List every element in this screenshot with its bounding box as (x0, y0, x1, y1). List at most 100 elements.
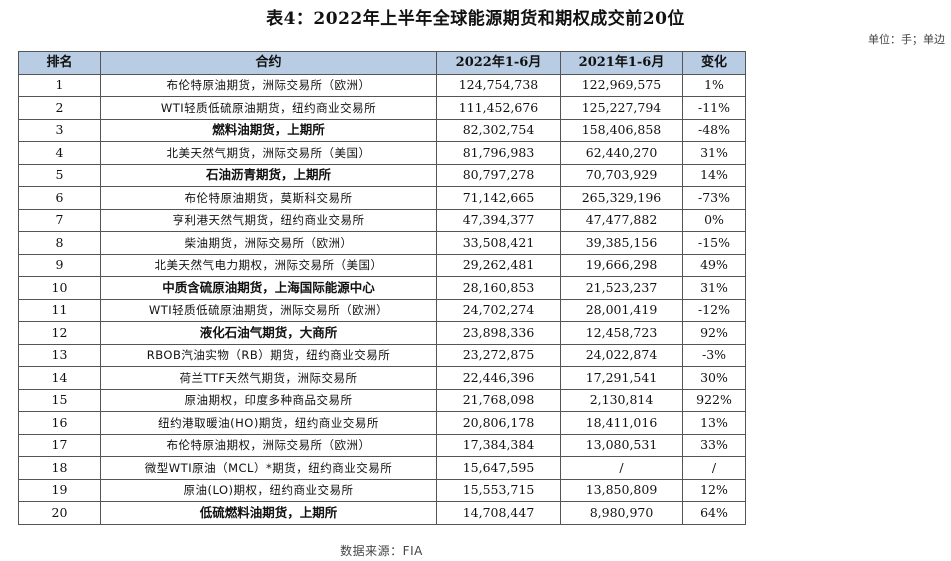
table-row: 20 低硫燃料油期货，上期所 14,708,447 8,980,970 64% (18, 501, 746, 525)
rank-cell: 10 (18, 276, 101, 300)
table-title: 表4：2022年上半年全球能源期货和期权成交前20位 (266, 9, 685, 29)
volume-2022-cell: 111,452,676 (436, 96, 561, 120)
table-row: 8 柴油期货，洲际交易所（欧洲） 33,508,421 39,385,156 -15% (18, 231, 746, 255)
rank-cell: 12 (18, 321, 101, 345)
unit-note: 单位：手；单边 (868, 33, 945, 46)
volume-2021-cell: 62,440,270 (560, 141, 683, 165)
table-row: 17 布伦特原油期权，洲际交易所（欧洲） 17,384,384 13,080,531 3… (18, 433, 746, 457)
table-row: 14 荷兰TTF天然气期货，洲际交易所 22,446,396 17,291,541 30… (18, 366, 746, 390)
source-note: 数据来源：FIA (340, 544, 423, 558)
table-row: 15 原油期权，印度多种商品交易所 21,768,098 2,130,814 922% (18, 388, 746, 412)
change-cell: 33% (682, 433, 746, 457)
change-cell: 13% (682, 411, 746, 435)
contract-cell: 北美天然气电力期权，洲际交易所（美国） (100, 253, 437, 277)
volume-2021-cell: 125,227,794 (560, 96, 683, 120)
rank-cell: 9 (18, 253, 101, 277)
table-row: 16 纽约港取暖油(HO)期货，纽约商业交易所 20,806,178 18,411,0… (18, 411, 746, 435)
table-row: 10 中质含硫原油期货，上海国际能源中心 28,160,853 21,523,237 3… (18, 276, 746, 300)
volume-2022-cell: 23,898,336 (436, 321, 561, 345)
contract-cell: 布伦特原油期货，莫斯科交易所 (100, 186, 437, 210)
rank-cell: 17 (18, 433, 101, 457)
volume-2022-cell: 22,446,396 (436, 366, 561, 390)
table-row: 3 燃料油期货，上期所 82,302,754 158,406,858 -48% (18, 118, 746, 142)
volume-2022-cell: 20,806,178 (436, 411, 561, 435)
rank-cell: 20 (18, 501, 101, 525)
change-cell: 30% (682, 366, 746, 390)
volume-2021-cell: 12,458,723 (560, 321, 683, 345)
contract-cell: 液化石油气期货，大商所 (100, 321, 437, 345)
change-cell: 49% (682, 253, 746, 277)
change-cell: / (682, 456, 746, 480)
change-cell: -3% (682, 343, 746, 367)
rank-cell: 6 (18, 186, 101, 210)
header-2021: 2021年1-6月 (560, 51, 683, 75)
rank-cell: 19 (18, 478, 101, 502)
change-cell: -11% (682, 96, 746, 120)
volume-2021-cell: 13,850,809 (560, 478, 683, 502)
rank-cell: 1 (18, 73, 101, 97)
header-rank: 排名 (18, 51, 101, 75)
contract-cell: 北美天然气期货，洲际交易所（美国） (100, 141, 437, 165)
rank-cell: 4 (18, 141, 101, 165)
change-cell: 14% (682, 163, 746, 187)
energy-futures-table: 排名 合约 2022年1-6月 2021年1-6月 变化 1 布伦特原油期货，洲际… (18, 51, 746, 525)
volume-2022-cell: 124,754,738 (436, 73, 561, 97)
volume-2022-cell: 33,508,421 (436, 231, 561, 255)
change-cell: -73% (682, 186, 746, 210)
volume-2021-cell: 21,523,237 (560, 276, 683, 300)
table-row: 4 北美天然气期货，洲际交易所（美国） 81,796,983 62,440,270 31… (18, 141, 746, 165)
table-row: 13 RBOB汽油实物（RB）期货，纽约商业交易所 23,272,875 24,022… (18, 343, 746, 367)
table-row: 5 石油沥青期货，上期所 80,797,278 70,703,929 14% (18, 163, 746, 187)
contract-cell: 石油沥青期货，上期所 (100, 163, 437, 187)
contract-cell: 亨利港天然气期货，纽约商业交易所 (100, 208, 437, 232)
volume-2021-cell: 2,130,814 (560, 388, 683, 412)
volume-2021-cell: 70,703,929 (560, 163, 683, 187)
rank-cell: 2 (18, 96, 101, 120)
table-row: 9 北美天然气电力期权，洲际交易所（美国） 29,262,481 19,666,298… (18, 253, 746, 277)
contract-cell: 柴油期货，洲际交易所（欧洲） (100, 231, 437, 255)
contract-cell: 荷兰TTF天然气期货，洲际交易所 (100, 366, 437, 390)
volume-2022-cell: 28,160,853 (436, 276, 561, 300)
volume-2022-cell: 14,708,447 (436, 501, 561, 525)
contract-cell: 中质含硫原油期货，上海国际能源中心 (100, 276, 437, 300)
change-cell: 12% (682, 478, 746, 502)
volume-2022-cell: 15,647,595 (436, 456, 561, 480)
contract-cell: 布伦特原油期权，洲际交易所（欧洲） (100, 433, 437, 457)
table-row: 6 布伦特原油期货，莫斯科交易所 71,142,665 265,329,196 -73% (18, 186, 746, 210)
contract-cell: WTI轻质低硫原油期货，纽约商业交易所 (100, 96, 437, 120)
volume-2021-cell: 28,001,419 (560, 298, 683, 322)
volume-2022-cell: 17,384,384 (436, 433, 561, 457)
volume-2021-cell: 47,477,882 (560, 208, 683, 232)
rank-cell: 3 (18, 118, 101, 142)
change-cell: 64% (682, 501, 746, 525)
table-row: 1 布伦特原油期货，洲际交易所（欧洲） 124,754,738 122,969,575… (18, 73, 746, 97)
volume-2022-cell: 23,272,875 (436, 343, 561, 367)
header-change: 变化 (682, 51, 746, 75)
volume-2022-cell: 80,797,278 (436, 163, 561, 187)
table-row: 11 WTI轻质低硫原油期货，洲际交易所（欧洲） 24,702,274 28,001,… (18, 298, 746, 322)
change-cell: 92% (682, 321, 746, 345)
change-cell: 0% (682, 208, 746, 232)
volume-2022-cell: 71,142,665 (436, 186, 561, 210)
rank-cell: 14 (18, 366, 101, 390)
volume-2021-cell: 158,406,858 (560, 118, 683, 142)
rank-cell: 11 (18, 298, 101, 322)
change-cell: -48% (682, 118, 746, 142)
contract-cell: 低硫燃料油期货，上期所 (100, 501, 437, 525)
volume-2021-cell: 13,080,531 (560, 433, 683, 457)
table-row: 7 亨利港天然气期货，纽约商业交易所 47,394,377 47,477,882 0% (18, 208, 746, 232)
change-cell: 31% (682, 141, 746, 165)
contract-cell: 原油期权，印度多种商品交易所 (100, 388, 437, 412)
contract-cell: 原油(LO)期权，纽约商业交易所 (100, 478, 437, 502)
volume-2022-cell: 21,768,098 (436, 388, 561, 412)
volume-2021-cell: 39,385,156 (560, 231, 683, 255)
volume-2022-cell: 15,553,715 (436, 478, 561, 502)
rank-cell: 18 (18, 456, 101, 480)
table-row: 19 原油(LO)期权，纽约商业交易所 15,553,715 13,850,809 12… (18, 478, 746, 502)
volume-2022-cell: 29,262,481 (436, 253, 561, 277)
contract-cell: WTI轻质低硫原油期货，洲际交易所（欧洲） (100, 298, 437, 322)
volume-2021-cell: 265,329,196 (560, 186, 683, 210)
volume-2021-cell: 122,969,575 (560, 73, 683, 97)
change-cell: 1% (682, 73, 746, 97)
volume-2021-cell: 19,666,298 (560, 253, 683, 277)
